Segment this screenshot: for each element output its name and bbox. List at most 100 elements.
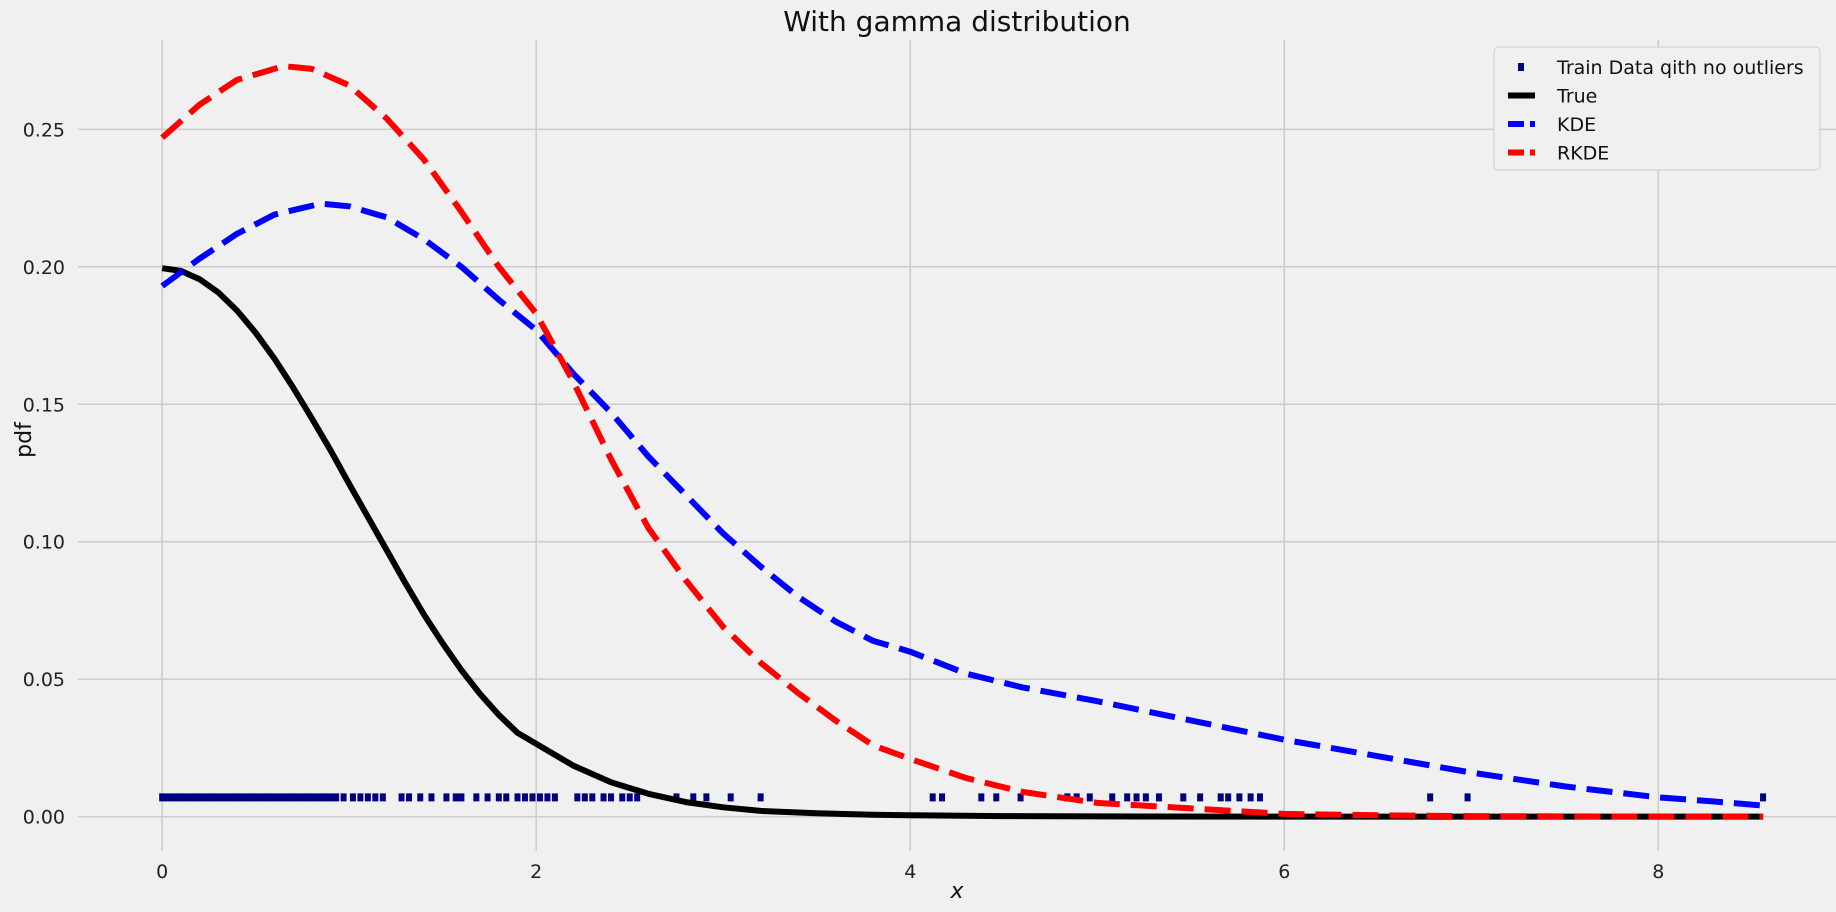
data-point [1256,793,1263,802]
y-tick-label: 0.10 [23,532,65,554]
data-point [1124,793,1131,802]
data-point [372,793,379,802]
legend-label: True [1556,86,1597,108]
data-point [164,793,171,802]
data-point [458,793,465,802]
x-tick-label: 0 [156,861,168,883]
data-point [327,793,334,802]
legend-item-true: True [1508,86,1597,108]
data-point [349,793,356,802]
data-point [521,793,528,802]
data-point [364,793,371,802]
data-point [243,793,250,802]
data-point [978,793,985,802]
x-tick-label: 2 [530,861,542,883]
data-point [406,793,413,802]
series-true [161,265,1764,820]
data-point [379,793,386,802]
x-tick-label: 4 [904,861,916,883]
data-point [484,793,491,802]
data-point [254,793,261,802]
series-rkde [160,63,1764,820]
y-tick-label: 0.20 [23,257,65,279]
legend-item-kde: KDE [1508,114,1596,136]
data-point [1017,793,1024,802]
legend-label: KDE [1557,114,1596,136]
data-point [1236,793,1243,802]
y-tick-label: 0.05 [23,669,65,691]
data-point [495,793,502,802]
data-point [619,793,626,802]
data-point [398,793,405,802]
legend-box [1493,46,1821,171]
data-point [551,793,558,802]
data-point [321,793,328,802]
data-point [260,793,267,802]
data-point [428,793,435,802]
data-point [170,793,177,802]
data-point [608,793,615,802]
x-tick-label: 8 [1652,861,1664,883]
data-point [529,793,536,802]
data-point [232,793,239,802]
data-point [1086,793,1093,802]
data-point [293,793,300,802]
data-point [929,793,936,802]
data-point [939,793,946,802]
data-point [452,793,459,802]
legend-item-rkde: RKDE [1508,143,1609,165]
data-point [209,793,216,802]
data-point [340,793,347,802]
data-point [993,793,1000,802]
data-point [215,793,222,802]
data-point [1133,793,1140,802]
data-point [181,793,188,802]
data-point [574,793,581,802]
data-point [310,793,317,802]
data-point [1109,793,1116,802]
data-point [271,793,278,802]
data-point [1197,793,1204,802]
data-point [1155,793,1162,802]
data-point [198,793,205,802]
data-point [333,793,340,802]
tick-labels: 0 2 4 6 8 0.00 0.05 0.10 0.15 0.20 0.25 [23,119,1665,883]
data-point [589,793,596,802]
y-axis-label: pdf [12,421,37,458]
data-point [204,793,211,802]
data-point [503,793,510,802]
data-point [443,793,450,802]
legend-marker [1518,63,1524,71]
series-layer [159,63,1767,820]
data-point [187,793,194,802]
data-point [757,793,764,802]
data-point [1464,793,1471,802]
chart-title: With gamma distribution [783,5,1131,38]
data-point [288,793,295,802]
data-point [581,793,588,802]
data-point [1180,793,1187,802]
y-tick-label: 0.25 [23,119,65,141]
legend-label: Train Data qith no outliers [1556,57,1804,79]
data-point [1427,793,1434,802]
data-point [175,793,182,802]
data-point [1225,793,1232,802]
data-point [634,793,641,802]
data-point [265,793,272,802]
data-point [626,793,633,802]
data-point [473,793,480,802]
data-point [192,793,199,802]
data-point [600,793,607,802]
data-point [357,793,364,802]
data-point [282,793,289,802]
data-point [316,793,323,802]
data-point [727,793,734,802]
data-point [417,793,424,802]
data-point [703,793,710,802]
data-point [1142,793,1149,802]
y-tick-label: 0.00 [23,807,65,829]
data-point [1247,793,1254,802]
data-point [220,793,227,802]
data-point [299,793,306,802]
